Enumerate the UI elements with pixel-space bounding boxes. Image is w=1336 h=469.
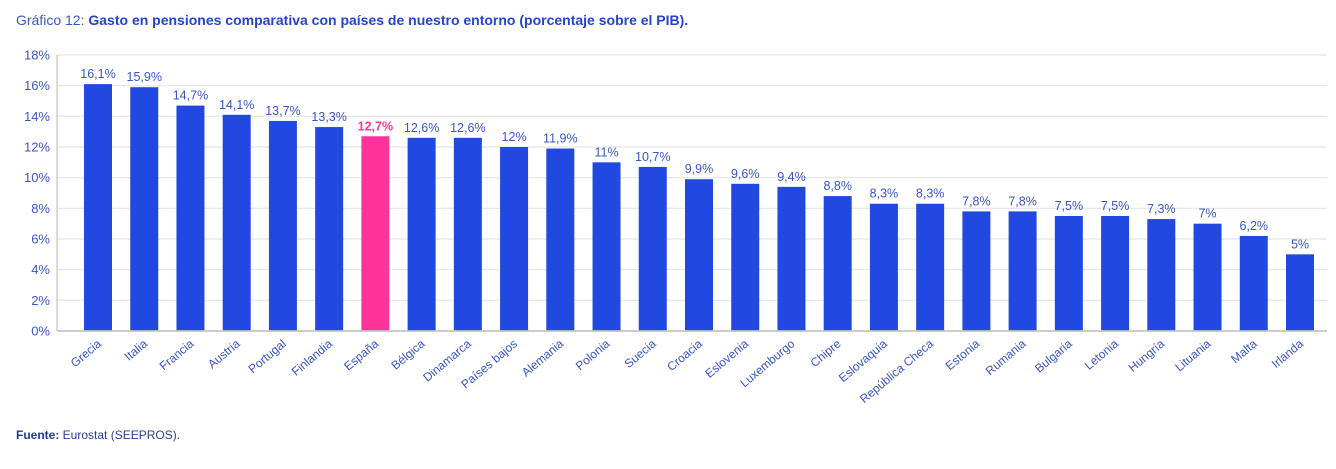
data-label: 11% (594, 145, 618, 159)
data-label: 8,3% (916, 187, 945, 201)
data-label: 7,5% (1101, 199, 1130, 213)
bar-países-bajos (500, 147, 529, 331)
bar-rumania (1008, 211, 1037, 331)
x-tick-label: Grecia (68, 336, 104, 370)
source-label: Fuente: (16, 428, 60, 442)
bar-austria (222, 114, 251, 331)
bar-polonia (592, 162, 621, 331)
bar-italia (130, 87, 159, 331)
y-tick-label: 6% (31, 232, 50, 247)
bar-croacia (685, 179, 713, 331)
bar-españa (361, 136, 390, 331)
data-label: 14,1% (219, 98, 254, 112)
bar-república-checa (916, 203, 945, 331)
data-label: 13,7% (265, 104, 300, 118)
bar-estonia (962, 211, 991, 331)
x-tick-label: Finlandia (289, 336, 336, 378)
x-tick-label: Italia (122, 336, 151, 363)
source-note: Fuente: Eurostat (SEEPROS). (16, 428, 180, 442)
y-tick-label: 8% (31, 201, 50, 216)
chart-title-prefix: Gráfico 12: (16, 12, 89, 28)
bar-lituania (1193, 223, 1222, 331)
y-tick-label: 10% (24, 170, 50, 185)
data-label: 9,4% (777, 170, 806, 184)
chart-title-main: Gasto en pensiones comparativa con paíse… (88, 12, 689, 28)
source-text: Eurostat (SEEPROS). (59, 428, 181, 442)
bar-eslovaquia (869, 203, 898, 331)
bar-chart: 0% 2% 4% 6% 8% 10% 12% 14% 16% 18% 16,1% Grecia 15,9… (24, 48, 1327, 406)
y-tick-label: 12% (24, 140, 50, 155)
bar-malta (1239, 235, 1268, 331)
x-tick-label: Hungría (1126, 336, 1168, 374)
data-label: 9,6% (731, 167, 760, 181)
data-label: 7% (1198, 207, 1216, 221)
bar-portugal (268, 120, 297, 331)
x-tick-label: Austria (205, 336, 243, 371)
data-label: 5% (1291, 237, 1309, 251)
data-label: 10,7% (635, 150, 670, 164)
bar-dinamarca (453, 137, 482, 331)
y-tick-label: 0% (31, 324, 50, 339)
bar-grecia (84, 84, 112, 331)
y-tick-label: 4% (31, 262, 50, 277)
x-tick-label: Estonia (943, 336, 983, 373)
bar-hungría (1147, 219, 1176, 331)
data-label: 8,8% (823, 179, 852, 193)
bar-francia (176, 105, 205, 331)
chart-title: Gráfico 12: Gasto en pensiones comparati… (16, 12, 688, 28)
x-tick-label: Portugal (246, 337, 289, 376)
data-label: 7,8% (962, 194, 991, 208)
data-label: 11,9% (543, 132, 578, 146)
data-label: 6,2% (1240, 219, 1269, 233)
bar-bélgica (407, 137, 436, 331)
data-label: 12% (502, 130, 527, 144)
y-tick-label: 2% (31, 293, 50, 308)
x-tick-label: Letonia (1082, 336, 1121, 372)
x-tick-label: Croacia (664, 336, 705, 374)
bar-finlandia (315, 127, 344, 331)
x-tick-label: Polonia (573, 336, 613, 373)
data-label: 7,8% (1008, 194, 1037, 208)
x-tick-label: Francia (157, 336, 197, 373)
y-tick-label: 18% (24, 48, 50, 63)
bar-eslovenia (731, 183, 760, 331)
data-label: 12,7% (358, 119, 393, 133)
y-tick-label: 14% (24, 109, 50, 124)
data-label: 16,1% (80, 67, 115, 81)
x-tick-label: Suecia (622, 336, 659, 371)
data-label: 7,5% (1055, 199, 1084, 213)
x-tick-label: Rumania (983, 336, 1029, 378)
x-tick-label: España (341, 336, 381, 373)
x-tick-label: Alemania (519, 336, 567, 379)
bar-chipre (823, 196, 852, 331)
data-label: 14,7% (173, 89, 208, 103)
x-tick-label: Irlanda (1269, 336, 1306, 371)
x-tick-label: Malta (1228, 336, 1260, 366)
y-tick-label: 16% (24, 78, 50, 93)
bar-luxemburgo (777, 186, 806, 331)
data-label: 7,3% (1147, 202, 1176, 216)
data-label: 12,6% (404, 121, 439, 135)
bar-suecia (638, 166, 667, 331)
x-tick-label: Chipre (808, 336, 844, 370)
bar-alemania (546, 148, 575, 331)
data-label: 15,9% (127, 70, 162, 84)
data-label: 13,3% (311, 110, 346, 124)
data-label: 8,3% (870, 187, 899, 201)
x-tick-label: Bélgica (388, 336, 427, 372)
bar-irlanda (1286, 254, 1314, 331)
data-label: 9,9% (685, 162, 714, 176)
x-tick-label: Lituania (1172, 336, 1213, 374)
bar-letonia (1101, 216, 1130, 331)
data-label: 12,6% (450, 121, 485, 135)
x-tick-label: Bulgaria (1032, 336, 1075, 375)
bar-bulgaria (1054, 216, 1083, 331)
